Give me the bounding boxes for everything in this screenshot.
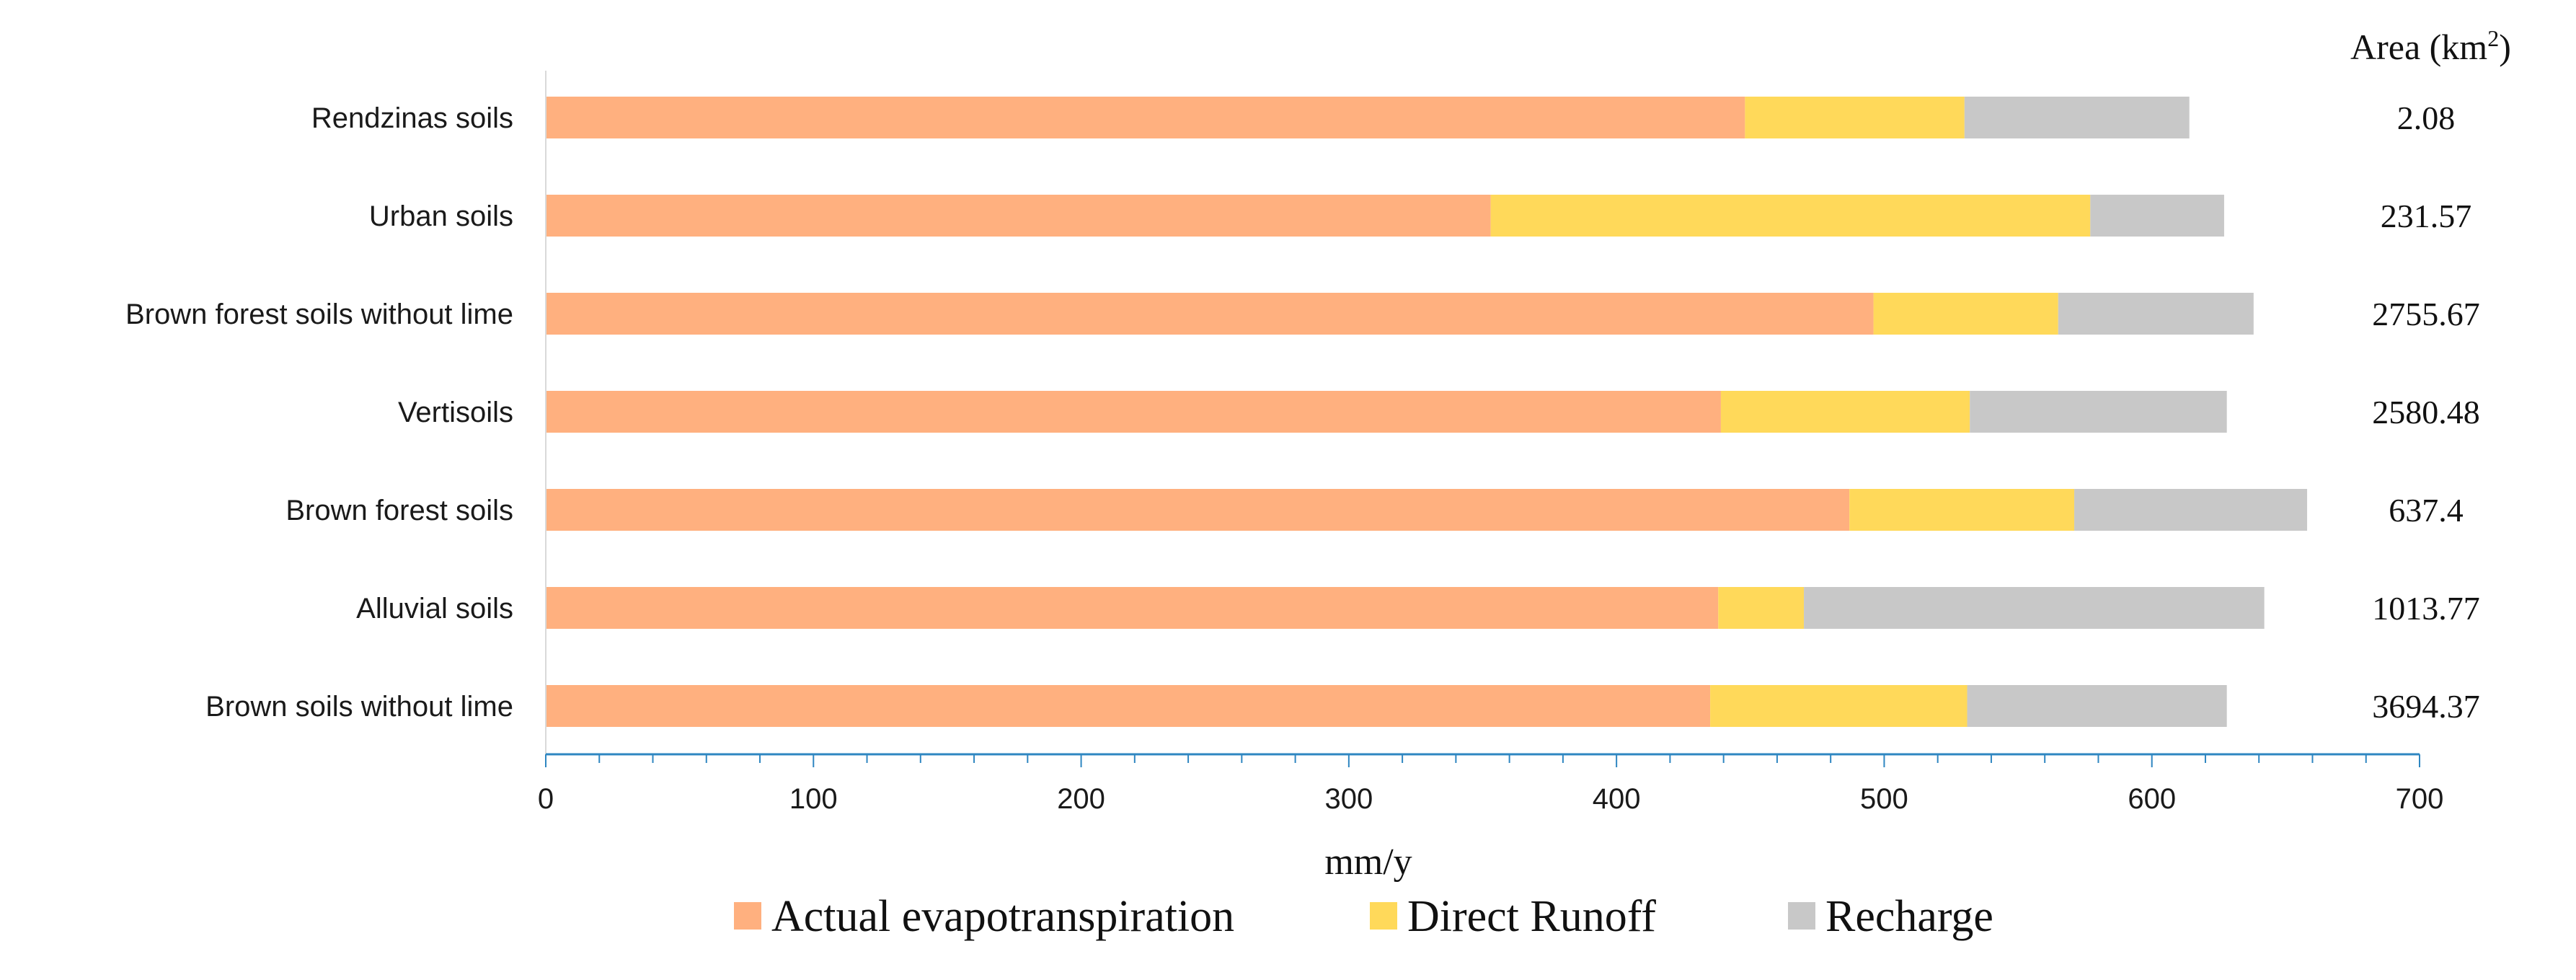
category-label: Urban soils (369, 200, 513, 232)
legend-swatch-1 (734, 902, 761, 930)
x-tick-label: 400 (1593, 783, 1641, 815)
area-value: 1013.77 (2372, 590, 2480, 627)
area-value: 2580.48 (2372, 394, 2480, 431)
bar-segment-3-row-2 (2090, 195, 2224, 237)
bar-segment-3-row-6 (1804, 587, 2265, 629)
category-label: Brown soils without lime (205, 691, 513, 723)
bar-segment-3-row-4 (1970, 391, 2227, 433)
category-label: Brown forest soils without lime (125, 299, 513, 330)
bar-segment-1-row-6 (546, 587, 1719, 629)
legend-label-2: Direct Runoff (1407, 892, 1656, 941)
x-tick-label: 600 (2128, 783, 2176, 815)
category-labels: Rendzinas soils Urban soils Brown forest s… (125, 102, 513, 723)
area-header-close: ) (2499, 27, 2511, 67)
legend-label-3: Recharge (1825, 892, 1993, 941)
category-label: Rendzinas soils (311, 102, 513, 134)
legend-swatch-2 (1370, 902, 1397, 930)
bar-segment-3-row-5 (2074, 489, 2308, 531)
bar-segment-1-row-1 (546, 97, 1745, 138)
area-value: 2.08 (2397, 100, 2456, 136)
bar-segment-2-row-4 (1720, 391, 1970, 433)
category-label: Alluvial soils (356, 593, 513, 624)
legend-swatch-3 (1788, 902, 1815, 930)
x-tick-label: 0 (538, 783, 554, 815)
area-value: 637.4 (2389, 492, 2464, 529)
bars-layer (546, 97, 2308, 727)
area-header-text: Area (km (2350, 27, 2487, 67)
x-tick-label: 700 (2396, 783, 2444, 815)
bar-segment-1-row-5 (546, 489, 1850, 531)
x-axis: 0 100 200 300 400 500 600 700 (538, 71, 2444, 815)
area-value: 3694.37 (2372, 688, 2480, 725)
x-tick-label: 200 (1057, 783, 1105, 815)
x-tick-label: 100 (789, 783, 838, 815)
area-column: Area (km2) 2.08 231.57 2755.67 2580.48 637.4… (2350, 25, 2511, 725)
x-tick-label: 300 (1324, 783, 1373, 815)
legend: Actual evapotranspiration Direct Runoff Re… (734, 892, 1993, 941)
bar-segment-2-row-3 (1873, 293, 2058, 335)
bar-segment-3-row-7 (1967, 685, 2227, 727)
bar-segment-2-row-6 (1718, 587, 1805, 629)
area-value: 231.57 (2381, 198, 2472, 234)
category-label: Vertisoils (398, 397, 513, 428)
bar-segment-2-row-1 (1745, 97, 1965, 138)
bar-segment-3-row-3 (2058, 293, 2254, 335)
x-tick-label: 500 (1860, 783, 1908, 815)
bar-segment-3-row-1 (1964, 97, 2190, 138)
bar-segment-2-row-5 (1849, 489, 2075, 531)
area-header: Area (km2) (2350, 25, 2511, 67)
x-axis-label: mm/y (1324, 842, 1412, 883)
category-label: Brown forest soils (286, 495, 513, 526)
bar-segment-1-row-2 (546, 195, 1491, 237)
bar-segment-2-row-7 (1710, 685, 1968, 727)
bar-segment-2-row-2 (1490, 195, 2091, 237)
area-header-superscript: 2 (2487, 25, 2499, 51)
legend-label-1: Actual evapotranspiration (771, 892, 1234, 941)
bar-segment-1-row-3 (546, 293, 1874, 335)
area-value: 2755.67 (2372, 296, 2480, 332)
bar-segment-1-row-7 (546, 685, 1711, 727)
bar-segment-1-row-4 (546, 391, 1721, 433)
